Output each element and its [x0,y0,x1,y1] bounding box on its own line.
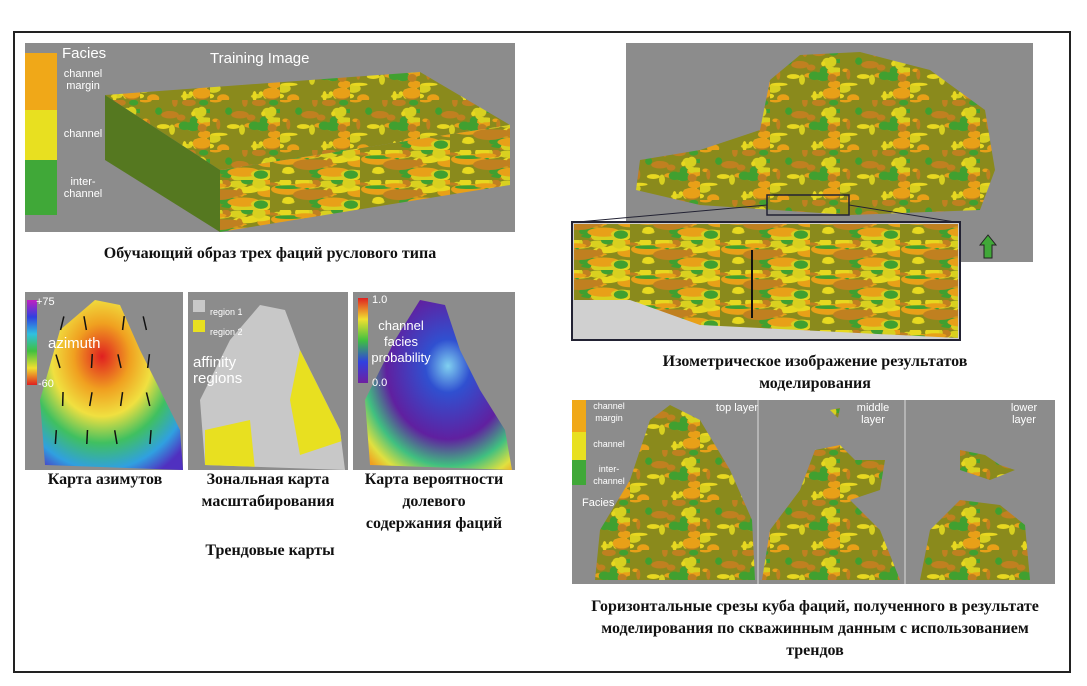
legend-title: Facies [582,497,615,509]
texture [83,316,88,331]
legend-swatch [193,300,205,312]
texture [145,392,151,407]
legend-title: Facies [62,45,107,62]
layer-label: top layer [715,402,759,414]
map-label: affinity regions [193,354,243,387]
texture [113,430,118,445]
texture [149,429,152,445]
zoom-section [574,224,958,338]
colorbar-max: 1.0 [372,294,388,306]
middle-slice [762,408,900,580]
texture [54,316,152,445]
legend-swatch [572,460,586,485]
texture [90,353,94,369]
legend-label: channel [63,128,103,140]
legend-swatch [572,400,586,432]
texture [59,316,65,331]
cube-front [220,125,510,232]
colorbar-max: +75 [36,296,55,308]
legend-label: channel margin [593,401,625,423]
caption: Горизонтальные срезы куба фаций, получен… [591,598,1039,659]
legend-swatch [25,110,57,160]
caption: Карта вероятности долевого содержания фа… [364,471,504,532]
legend-swatch [25,53,57,110]
legend-swatch [25,160,57,215]
colorbar [358,298,368,383]
legend-swatch [572,432,586,460]
texture [88,392,93,407]
texture [121,316,125,331]
caption: Карта азимутов [47,471,163,488]
lower-slice [920,450,1030,580]
colorbar-min: 0.0 [372,377,388,389]
cube-top [105,72,510,170]
texture [146,354,151,369]
north-arrow [978,234,998,259]
region-2 [205,350,345,470]
map-label: azimuth [48,335,101,352]
texture [142,316,148,331]
legend-label: region 2 [210,327,243,337]
layer-label: middle layer [856,402,890,426]
layer-label: lower layer [1010,402,1038,426]
iso-model [636,52,995,215]
frame [13,31,1071,673]
legend-label: channel margin [63,68,103,92]
zoom-line [848,204,956,223]
top-slice [595,405,755,580]
legend-label: channel [593,439,625,449]
panel-title: Training Image [210,50,310,67]
texture [117,354,122,369]
zoom-line [577,204,768,223]
colorbar [27,300,37,385]
texture [55,354,61,369]
map-label: channel facies probability [371,318,431,365]
caption: Трендовые карты [205,542,335,559]
texture [119,392,124,407]
caption: Зональная карта масштабирования [201,471,335,510]
texture [54,429,58,445]
legend-label: region 1 [210,307,243,317]
caption: Изометрическое изображение результатов м… [662,353,968,392]
legend-swatch [193,320,205,332]
legend-label: inter-channel [63,176,103,200]
legend-label: inter-channel [593,464,625,486]
cube-side [105,95,220,232]
caption: Обучающий образ трех фаций руслового тип… [103,245,437,262]
colorbar-min: -60 [38,378,54,390]
texture [86,429,89,445]
